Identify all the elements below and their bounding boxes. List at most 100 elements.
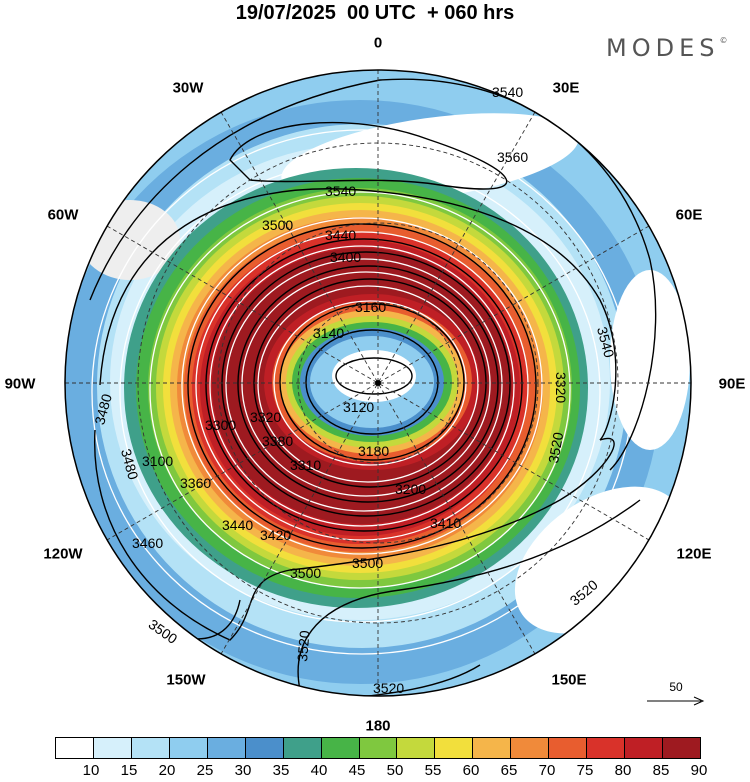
- brand-logo: MODES©: [606, 34, 727, 62]
- colorbar-label: 30: [234, 762, 252, 779]
- page-title: 19/07/2025 00 UTC + 060 hrs: [235, 2, 515, 24]
- colorbar-label: 75: [576, 762, 594, 779]
- streamline: [195, 231, 529, 541]
- contour-label: 3410: [430, 515, 461, 531]
- colorbar-label: 10: [82, 762, 100, 779]
- lon-label-120e: 120E: [676, 545, 712, 563]
- streamline: [225, 258, 503, 512]
- colorbar-swatch: [511, 738, 550, 758]
- contour-label: 3560: [497, 149, 528, 165]
- colorbar-label: 85: [652, 762, 670, 779]
- colorbar-label: 40: [310, 762, 328, 779]
- streamline: [209, 245, 515, 527]
- contour-line: [229, 121, 508, 190]
- colorbar-label: 65: [500, 762, 518, 779]
- contour-label: 3100: [142, 453, 173, 469]
- streamline: [181, 217, 543, 555]
- colorbar-label: 70: [538, 762, 556, 779]
- colorbar-swatch: [207, 738, 246, 758]
- reference-arrow-icon: [647, 696, 705, 706]
- contour-label: 3400: [330, 249, 361, 265]
- contour-line: [237, 265, 499, 503]
- contour-label: 3540: [492, 84, 523, 100]
- meridian-60e-120w: [106, 225, 650, 541]
- contour-label: 3420: [260, 527, 291, 543]
- meridian-30e-150w: [220, 111, 536, 655]
- contour-line: [93, 429, 615, 641]
- colorbar-label: 55: [424, 762, 442, 779]
- colorbar-label: 90: [690, 762, 708, 779]
- reference-vector: 50: [646, 680, 706, 713]
- contour-label: 3460: [132, 535, 163, 551]
- contour-label: 3500: [352, 555, 383, 571]
- colorbar-swatch: [283, 738, 322, 758]
- meridian-60w-120e: [106, 225, 650, 541]
- contour-label: 3380: [262, 433, 293, 449]
- brand-name: MODES: [606, 34, 720, 62]
- contour-label: 3520: [294, 630, 313, 663]
- reference-vector-value: 50: [669, 680, 683, 694]
- colorbar-swatch: [245, 738, 284, 758]
- contour-label: 3200: [395, 481, 426, 497]
- contour-line: [297, 499, 641, 691]
- wind-core-calm: [332, 350, 416, 402]
- lon-label-90w: 90W: [4, 375, 36, 393]
- contour-label: 3310: [290, 457, 321, 473]
- contour-label: 3320: [250, 409, 281, 425]
- graticule: [65, 70, 691, 696]
- streamline: [257, 285, 479, 483]
- contour-label: 3520: [545, 431, 566, 465]
- contour-line: [329, 664, 481, 696]
- colorbar-swatch: [359, 738, 398, 758]
- streamline: [241, 271, 491, 497]
- contour-label: 3480: [118, 447, 142, 481]
- colorbar: [55, 737, 701, 759]
- colorbar-swatch: [587, 738, 626, 758]
- colorbar-swatch: [56, 738, 94, 758]
- contour-label: 3140: [313, 325, 344, 341]
- brand-mark: ©: [719, 36, 728, 45]
- colorbar-swatch: [93, 738, 132, 758]
- contour-label: 3160: [355, 299, 386, 315]
- streamline: [91, 129, 633, 655]
- contour-label: 3500: [262, 217, 293, 233]
- contour-label: 3300: [205, 417, 236, 433]
- lon-label-30w: 30W: [172, 79, 204, 97]
- lon-label-30e: 30E: [552, 79, 580, 97]
- polar-stereographic-map: 3540 3560 3540 3500 3440 3160 3140 3120 …: [64, 69, 692, 697]
- contour-label: 3180: [358, 443, 389, 459]
- contour-line: [99, 188, 617, 441]
- colorbar-label: 20: [158, 762, 176, 779]
- lon-label-150e: 150E: [551, 671, 587, 689]
- colorbar-label: 50: [386, 762, 404, 779]
- colorbar-label: 80: [614, 762, 632, 779]
- wind-streamlines: [91, 129, 633, 655]
- contour-label: 3360: [180, 475, 211, 491]
- contour-label: 3500: [290, 565, 321, 581]
- colorbar-swatch: [321, 738, 360, 758]
- lon-label-150w: 150W: [166, 671, 206, 689]
- colorbar-label: 25: [196, 762, 214, 779]
- contour-line: [221, 251, 511, 517]
- lon-label-120w: 120W: [43, 545, 83, 563]
- contour-label: 3320: [553, 372, 569, 403]
- contour-label: 3120: [343, 399, 374, 415]
- south-pole-marker: [375, 380, 381, 386]
- map-border: [64, 69, 692, 697]
- colorbar-label: 60: [462, 762, 480, 779]
- contour-label: 3540: [594, 325, 618, 359]
- colorbar-label: 35: [272, 762, 290, 779]
- colorbar-label: 45: [348, 762, 366, 779]
- colorbar-label: 15: [120, 762, 138, 779]
- lon-label-180: 180: [365, 717, 391, 735]
- contour-line: [205, 238, 523, 532]
- contour-label: 3520: [373, 680, 404, 696]
- contour-label: 3440: [222, 517, 253, 533]
- meridian-30w-150e: [220, 111, 536, 655]
- lon-label-60w: 60W: [47, 206, 79, 224]
- lon-label-60e: 60E: [675, 206, 703, 224]
- contour-label: 3480: [91, 392, 115, 426]
- contour-line: [305, 329, 439, 435]
- wind-speed-fill: [65, 70, 691, 696]
- contour-label: 3440: [325, 227, 356, 243]
